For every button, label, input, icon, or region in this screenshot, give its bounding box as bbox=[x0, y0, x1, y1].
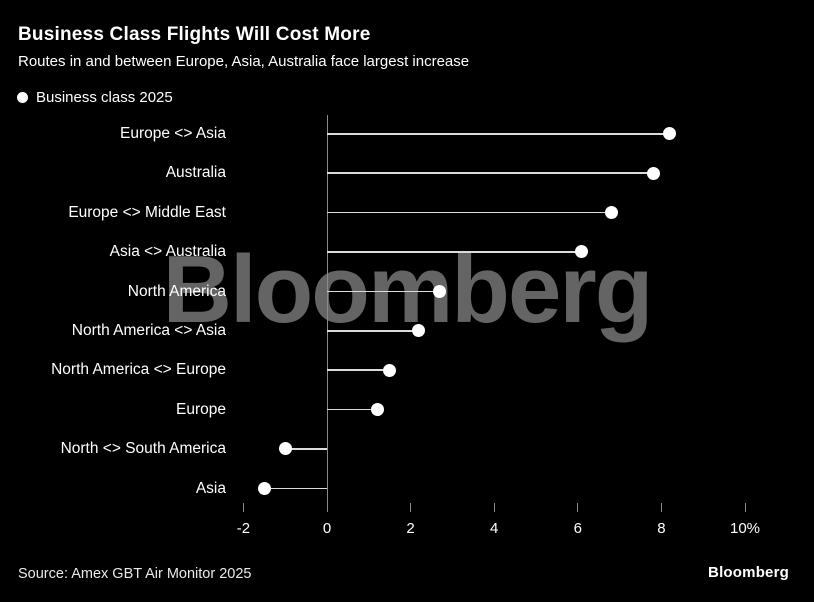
category-label: Europe bbox=[176, 400, 226, 418]
legend-dot-icon bbox=[17, 92, 28, 103]
lollipop-stem bbox=[327, 251, 582, 253]
category-label: Europe <> Middle East bbox=[68, 203, 226, 221]
lollipop-stem bbox=[285, 448, 327, 450]
x-tick-label: 4 bbox=[490, 520, 499, 537]
x-tick-label: 10% bbox=[729, 520, 761, 537]
x-tick-label: -2 bbox=[236, 520, 251, 537]
chart-row: North America <> Asia bbox=[0, 311, 814, 350]
chart-row: Asia <> Australia bbox=[0, 232, 814, 271]
data-point-dot bbox=[383, 363, 397, 377]
category-label: Europe <> Asia bbox=[120, 125, 226, 142]
lollipop-stem bbox=[327, 172, 654, 174]
lollipop-stem bbox=[327, 290, 440, 293]
data-point-dot bbox=[412, 324, 426, 338]
data-point-dot bbox=[278, 442, 292, 456]
x-tick-mark bbox=[577, 503, 579, 512]
lollipop-stem bbox=[327, 133, 670, 135]
category-label: North America bbox=[127, 282, 226, 300]
zero-axis-line bbox=[327, 115, 328, 512]
x-tick-mark bbox=[660, 503, 662, 512]
watermark: Bloomberg bbox=[162, 236, 654, 343]
chart-row: Europe bbox=[0, 390, 814, 429]
data-point-dot bbox=[433, 284, 447, 298]
x-tick-label: 0 bbox=[322, 520, 332, 537]
data-point-dot bbox=[575, 245, 589, 259]
chart-row: Asia bbox=[0, 469, 814, 508]
x-tick-label: 2 bbox=[406, 520, 415, 537]
x-tick-mark bbox=[493, 503, 495, 512]
lollipop-chart: Bloomberg Europe <> Asia Australia Europe … bbox=[0, 114, 814, 554]
category-label: North America <> Europe bbox=[51, 361, 226, 379]
lollipop-stem bbox=[327, 408, 378, 411]
chart-row: Europe <> Asia bbox=[0, 114, 814, 153]
chart-row: Australia bbox=[0, 153, 814, 192]
x-tick-label: 6 bbox=[573, 520, 582, 537]
category-label: North <> South America bbox=[60, 440, 226, 458]
data-point-dot bbox=[370, 402, 384, 416]
category-label: Australia bbox=[165, 164, 226, 182]
x-tick-mark bbox=[242, 503, 244, 512]
x-tick-label: 8 bbox=[657, 520, 666, 537]
data-point-dot bbox=[646, 166, 660, 180]
chart-row: North America bbox=[0, 272, 814, 311]
lollipop-stem bbox=[327, 369, 390, 371]
x-tick-mark bbox=[410, 503, 412, 512]
chart-row: North America <> Europe bbox=[0, 350, 814, 389]
chart-row: Europe <> Middle East bbox=[0, 193, 814, 232]
x-tick-mark bbox=[744, 503, 746, 512]
lollipop-stem bbox=[327, 211, 612, 214]
data-point-dot bbox=[257, 481, 271, 495]
chart-subtitle: Routes in and between Europe, Asia, Aust… bbox=[18, 53, 470, 70]
lollipop-stem bbox=[264, 487, 327, 490]
data-point-dot bbox=[604, 205, 618, 219]
chart-title: Business Class Flights Will Cost More bbox=[18, 24, 371, 45]
data-point-dot bbox=[663, 127, 677, 141]
chart-row: North <> South America bbox=[0, 429, 814, 468]
category-label: Asia <> Australia bbox=[109, 243, 226, 261]
legend-label: Business class 2025 bbox=[36, 89, 173, 106]
source-note: Source: Amex GBT Air Monitor 2025 bbox=[18, 566, 252, 582]
category-label: Asia bbox=[195, 479, 226, 497]
bloomberg-logo: Bloomberg bbox=[708, 564, 789, 581]
lollipop-stem bbox=[327, 330, 419, 332]
legend: Business class 2025 bbox=[17, 89, 173, 106]
category-label: North America <> Asia bbox=[71, 322, 226, 339]
